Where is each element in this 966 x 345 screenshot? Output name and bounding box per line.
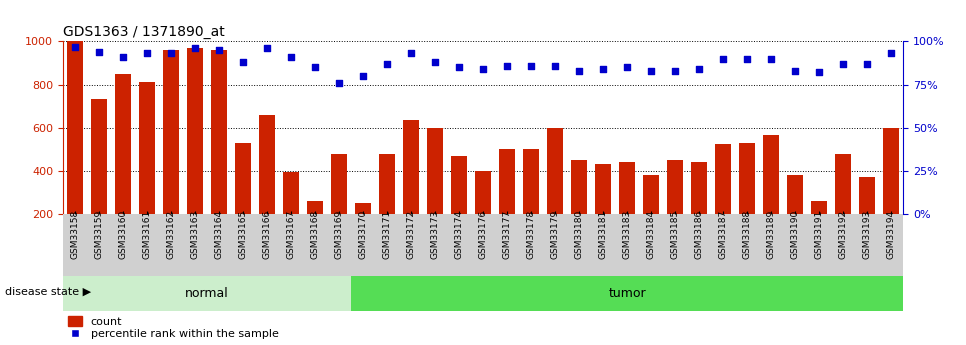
Bar [836, 154, 851, 214]
Point [331, 80, 347, 86]
Bar [63, 276, 351, 310]
Bar [619, 162, 635, 214]
Point [739, 56, 754, 61]
Bar [668, 160, 683, 214]
Point [380, 61, 395, 67]
Point [163, 51, 179, 56]
Bar [403, 120, 419, 214]
Point [283, 54, 298, 60]
Legend: count, percentile rank within the sample: count, percentile rank within the sample [69, 316, 278, 339]
Point [548, 63, 563, 68]
Point [307, 65, 323, 70]
Point [115, 54, 130, 60]
Bar [475, 171, 491, 214]
Point [716, 56, 731, 61]
Point [212, 47, 227, 53]
Bar [883, 128, 899, 214]
Bar [307, 201, 323, 214]
Point [139, 51, 155, 56]
Point [668, 68, 683, 73]
Point [643, 68, 659, 73]
Point [451, 65, 467, 70]
Bar [427, 128, 442, 214]
Point [811, 70, 827, 75]
Bar [67, 41, 83, 214]
Bar [355, 203, 371, 214]
Point [427, 59, 442, 65]
Bar [211, 50, 227, 214]
Point [884, 51, 899, 56]
Bar [715, 144, 731, 214]
Bar [259, 115, 274, 214]
Point [860, 61, 875, 67]
Text: normal: normal [185, 287, 229, 300]
Bar [811, 201, 827, 214]
Bar [379, 154, 395, 214]
Point [836, 61, 851, 67]
Bar [115, 74, 130, 214]
Point [67, 44, 82, 49]
Text: GDS1363 / 1371890_at: GDS1363 / 1371890_at [63, 25, 224, 39]
Bar [499, 149, 515, 214]
Text: tumor: tumor [609, 287, 646, 300]
Point [187, 46, 203, 51]
Bar [860, 177, 875, 214]
Point [524, 63, 539, 68]
Bar [643, 175, 659, 214]
Bar [163, 50, 179, 214]
Point [692, 66, 707, 72]
Bar [187, 48, 203, 214]
Bar [331, 154, 347, 214]
Point [571, 68, 586, 73]
Bar [692, 162, 707, 214]
Bar [91, 99, 106, 214]
Bar [571, 160, 587, 214]
Point [355, 73, 371, 79]
Point [763, 56, 779, 61]
Bar [235, 143, 251, 214]
Bar [787, 175, 803, 214]
Bar [763, 135, 779, 214]
Point [499, 63, 515, 68]
Point [787, 68, 803, 73]
Bar [351, 276, 903, 310]
Text: disease state ▶: disease state ▶ [5, 287, 91, 296]
Bar [139, 82, 155, 214]
Point [595, 66, 611, 72]
Point [235, 59, 250, 65]
Bar [283, 172, 298, 214]
Point [91, 49, 106, 55]
Bar [595, 164, 611, 214]
Bar [547, 128, 563, 214]
Point [475, 66, 491, 72]
Bar [451, 156, 467, 214]
Point [403, 51, 418, 56]
Bar [524, 149, 539, 214]
Bar [739, 143, 755, 214]
Point [259, 46, 274, 51]
Point [619, 65, 635, 70]
